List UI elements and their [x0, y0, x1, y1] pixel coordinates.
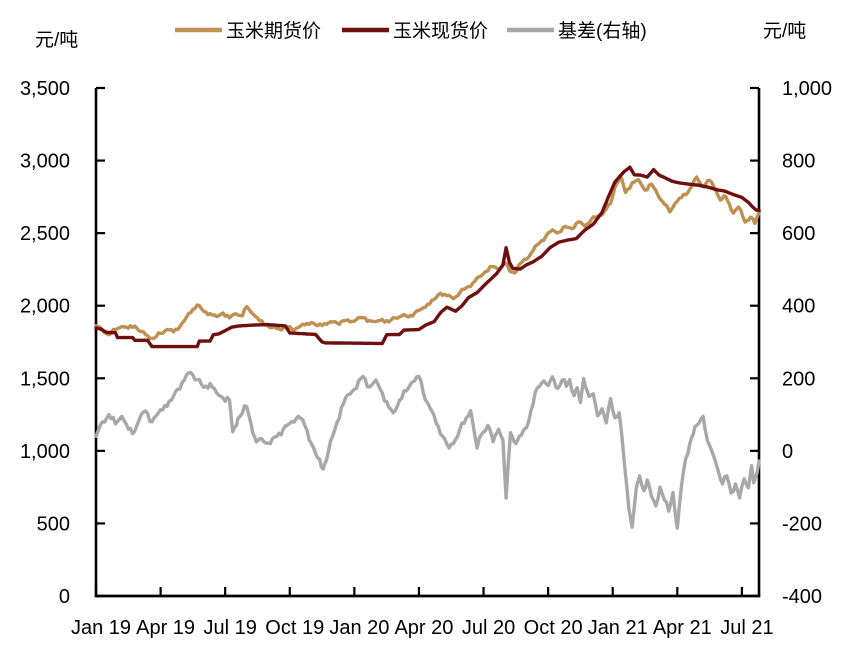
x-axis-tick-label: Apr 19 [136, 617, 195, 639]
right-axis-tick-label: 400 [782, 296, 815, 318]
legend-item-basis: 基差(右轴) [507, 20, 647, 42]
x-axis-tick-label: Jan 19 [71, 617, 131, 639]
left-axis-unit-label: 元/吨 [35, 29, 78, 51]
x-axis-tick-label: Jul 20 [462, 617, 515, 639]
spot-legend-label: 玉米现货价 [393, 20, 488, 42]
basis-legend-label: 基差(右轴) [558, 20, 647, 42]
futures-legend-label: 玉米期货价 [226, 20, 321, 42]
futures-price-line [94, 173, 761, 341]
left-axis-tick-label: 1,000 [20, 441, 70, 463]
right-axis-tick-label: 800 [782, 151, 815, 173]
left-axis-tick-label: 3,000 [20, 151, 70, 173]
right-axis-tick-label: -200 [782, 513, 822, 535]
left-axis-tick-label: 2,500 [20, 223, 70, 245]
legend-item-spot: 玉米现货价 [342, 20, 488, 42]
right-axis-tick-label: 600 [782, 223, 815, 245]
x-axis-tick-label: Apr 21 [653, 617, 712, 639]
series-lines [94, 165, 761, 530]
right-axis-tick-label: -400 [782, 586, 822, 608]
basis-line [94, 370, 761, 530]
x-axis-tick-label: Apr 20 [394, 617, 453, 639]
x-axis-tick-label: Jul 21 [720, 617, 773, 639]
legend-item-futures: 玉米期货价 [175, 20, 321, 42]
axes: 3,500 3,000 2,500 2,000 1,500 1,000 500 0 1,000 8… [20, 78, 832, 639]
x-axis-tick-label: Jan 20 [329, 617, 389, 639]
left-axis-tick-label: 0 [59, 586, 70, 608]
spot-price-line [94, 165, 761, 349]
right-axis-tick-label: 200 [782, 368, 815, 390]
x-axis-tick-label: Jul 19 [203, 617, 256, 639]
left-axis-tick-label: 500 [37, 513, 70, 535]
left-axis-tick-label: 1,500 [20, 368, 70, 390]
x-axis-tick-label: Jan 21 [588, 617, 648, 639]
right-axis-tick-label: 1,000 [782, 78, 832, 100]
x-axis-tick-label: Oct 19 [265, 617, 324, 639]
right-axis-tick-label: 0 [782, 441, 793, 463]
x-axis-tick-label: Oct 20 [524, 617, 583, 639]
chart-legend: 玉米期货价 玉米现货价 基差(右轴) [175, 20, 647, 42]
left-axis-tick-label: 3,500 [20, 78, 70, 100]
left-axis-tick-label: 2,000 [20, 296, 70, 318]
right-axis-unit-label: 元/吨 [763, 20, 806, 42]
